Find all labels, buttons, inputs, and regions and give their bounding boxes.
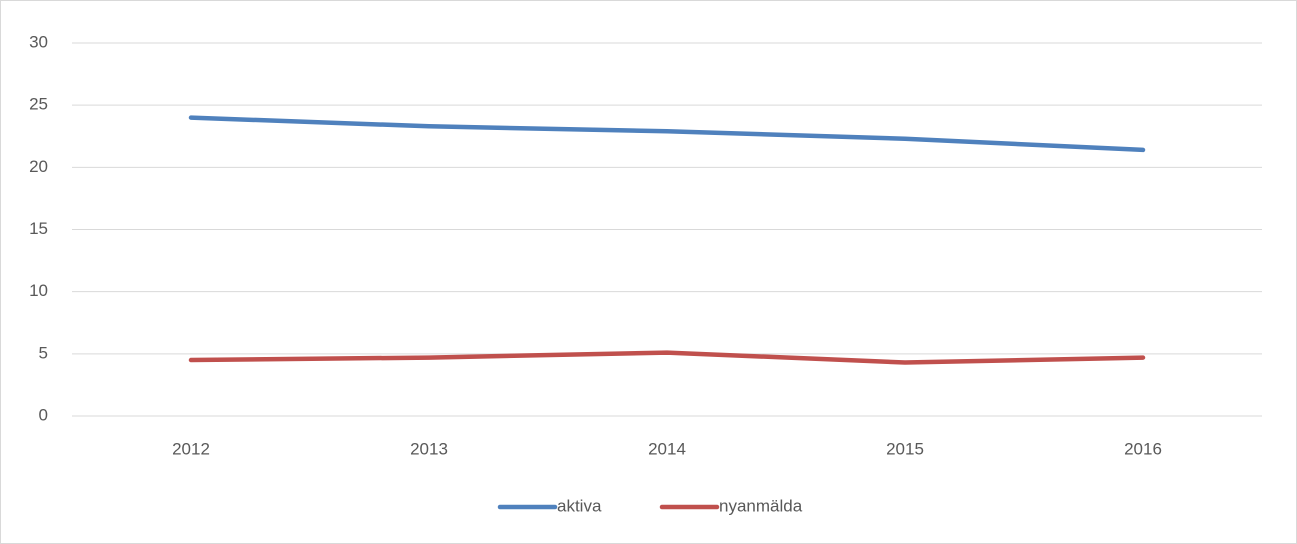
y-tick-label: 10	[29, 281, 48, 300]
line-series	[188, 350, 1146, 365]
legend-label: nyanmälda	[719, 496, 803, 515]
line-series	[188, 115, 1146, 153]
y-tick-label: 30	[29, 32, 48, 51]
legend-label: aktiva	[557, 496, 602, 515]
x-tick-label: 2016	[1124, 439, 1162, 458]
x-tick-label: 2014	[648, 439, 686, 458]
y-tick-label: 15	[29, 219, 48, 238]
y-tick-label: 25	[29, 95, 48, 114]
y-tick-label: 5	[39, 343, 48, 362]
x-tick-label: 2012	[172, 439, 210, 458]
y-tick-label: 20	[29, 157, 48, 176]
x-tick-label: 2013	[410, 439, 448, 458]
y-tick-label: 0	[39, 405, 48, 424]
x-tick-label: 2015	[886, 439, 924, 458]
